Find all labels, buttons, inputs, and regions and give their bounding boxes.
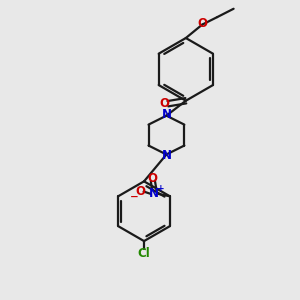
Text: O: O xyxy=(135,185,145,198)
Text: N: N xyxy=(161,108,171,121)
Text: O: O xyxy=(198,16,208,30)
Text: +: + xyxy=(157,184,164,193)
Text: −: − xyxy=(130,192,139,202)
Text: Cl: Cl xyxy=(138,247,150,260)
Text: O: O xyxy=(148,172,158,184)
Text: N: N xyxy=(149,188,159,200)
Text: N: N xyxy=(161,149,171,163)
Text: O: O xyxy=(159,97,169,110)
